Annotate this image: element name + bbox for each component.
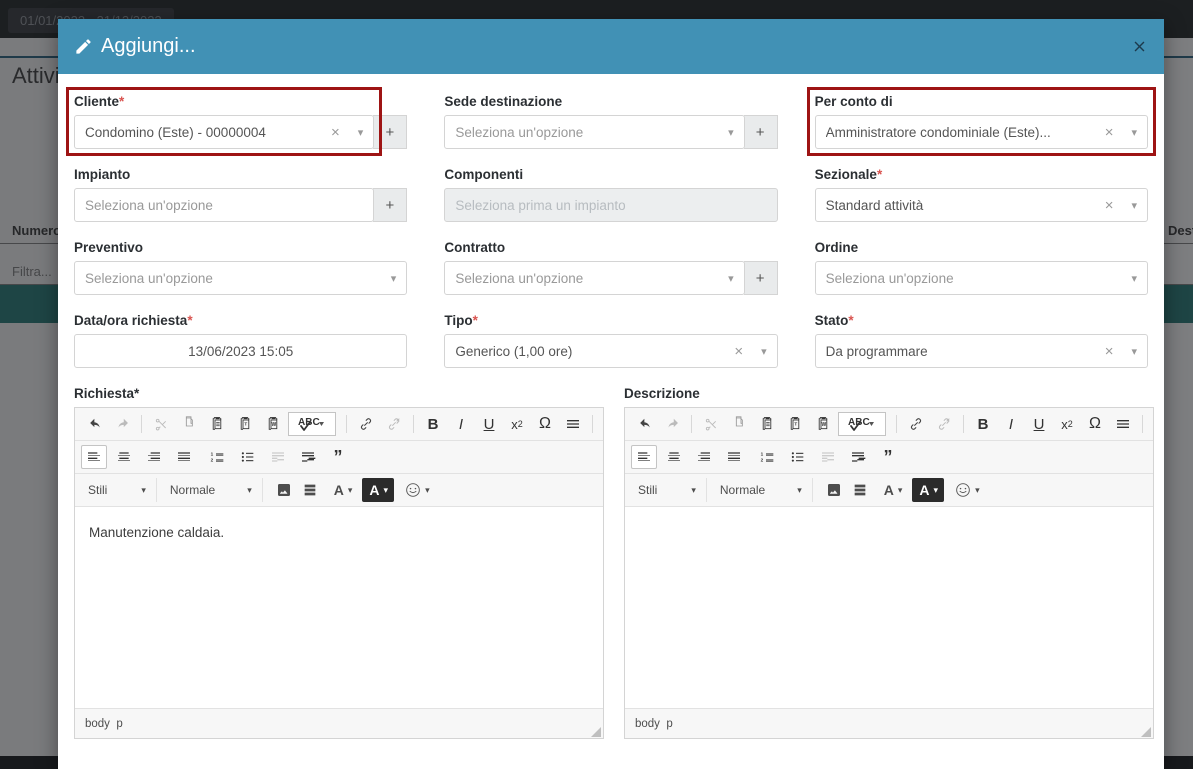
svg-text:2: 2 [761, 458, 764, 463]
svg-text:W: W [821, 422, 826, 428]
svg-text:W: W [271, 422, 276, 428]
svg-text:1: 1 [211, 452, 214, 457]
svg-text:2: 2 [211, 458, 214, 463]
svg-text:T: T [244, 422, 247, 427]
svg-text:1: 1 [761, 452, 764, 457]
svg-text:T: T [794, 422, 797, 427]
